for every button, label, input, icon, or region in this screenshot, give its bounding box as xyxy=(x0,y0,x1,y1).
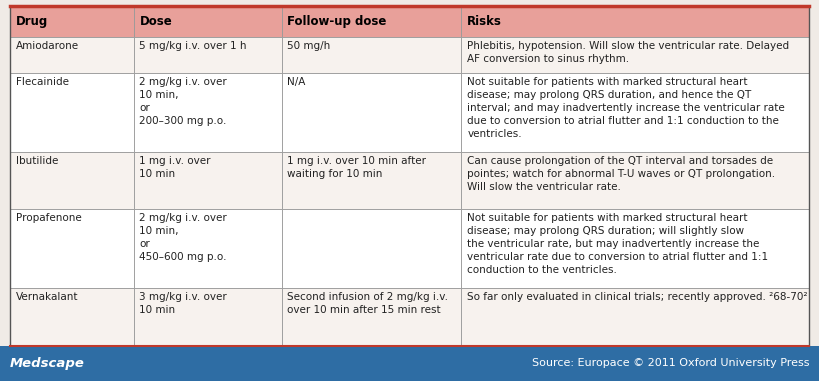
Bar xyxy=(10,209,133,288)
Bar xyxy=(282,74,461,152)
Text: 1 mg i.v. over 10 min after
waiting for 10 min: 1 mg i.v. over 10 min after waiting for … xyxy=(287,156,427,179)
Text: 3 mg/kg i.v. over
10 min: 3 mg/kg i.v. over 10 min xyxy=(139,292,227,315)
Text: Not suitable for patients with marked structural heart
disease; may prolong QRS : Not suitable for patients with marked st… xyxy=(467,77,785,139)
Bar xyxy=(461,209,809,288)
Bar xyxy=(133,37,282,74)
Text: 2 mg/kg i.v. over
10 min,
or
200–300 mg p.o.: 2 mg/kg i.v. over 10 min, or 200–300 mg … xyxy=(139,77,227,126)
Text: Follow-up dose: Follow-up dose xyxy=(287,15,387,28)
Bar xyxy=(282,209,461,288)
Bar xyxy=(133,209,282,288)
Text: Dose: Dose xyxy=(139,15,172,28)
Text: Can cause prolongation of the QT interval and torsades de
pointes; watch for abn: Can cause prolongation of the QT interva… xyxy=(467,156,776,192)
Bar xyxy=(282,288,461,346)
Text: Medscape: Medscape xyxy=(10,357,84,370)
Bar xyxy=(133,288,282,346)
Text: 5 mg/kg i.v. over 1 h: 5 mg/kg i.v. over 1 h xyxy=(139,41,247,51)
Bar xyxy=(10,288,133,346)
Bar xyxy=(10,6,809,346)
Text: Risks: Risks xyxy=(467,15,502,28)
Text: Ibutilide: Ibutilide xyxy=(16,156,58,166)
Bar xyxy=(10,6,133,37)
Bar xyxy=(461,6,809,37)
Bar xyxy=(10,152,133,209)
Text: Propafenone: Propafenone xyxy=(16,213,81,223)
Bar xyxy=(10,37,133,74)
Bar xyxy=(282,152,461,209)
Bar xyxy=(282,6,461,37)
Bar xyxy=(461,37,809,74)
Bar xyxy=(0,346,819,381)
Bar xyxy=(133,152,282,209)
Bar xyxy=(133,6,282,37)
Text: Source: Europace © 2011 Oxford University Press: Source: Europace © 2011 Oxford Universit… xyxy=(532,358,809,368)
Text: 1 mg i.v. over
10 min: 1 mg i.v. over 10 min xyxy=(139,156,211,179)
Text: Vernakalant: Vernakalant xyxy=(16,292,78,302)
Text: Phlebitis, hypotension. Will slow the ventricular rate. Delayed
AF conversion to: Phlebitis, hypotension. Will slow the ve… xyxy=(467,41,790,64)
Bar xyxy=(10,74,133,152)
Text: Amiodarone: Amiodarone xyxy=(16,41,79,51)
Text: So far only evaluated in clinical trials; recently approved. ²68-70²: So far only evaluated in clinical trials… xyxy=(467,292,808,302)
Bar xyxy=(461,152,809,209)
Text: Flecainide: Flecainide xyxy=(16,77,69,87)
Text: Drug: Drug xyxy=(16,15,48,28)
Bar xyxy=(282,37,461,74)
Text: Second infusion of 2 mg/kg i.v.
over 10 min after 15 min rest: Second infusion of 2 mg/kg i.v. over 10 … xyxy=(287,292,448,315)
Bar xyxy=(133,74,282,152)
Text: 2 mg/kg i.v. over
10 min,
or
450–600 mg p.o.: 2 mg/kg i.v. over 10 min, or 450–600 mg … xyxy=(139,213,227,262)
Bar xyxy=(461,74,809,152)
Text: 50 mg/h: 50 mg/h xyxy=(287,41,331,51)
Bar xyxy=(461,288,809,346)
Text: Not suitable for patients with marked structural heart
disease; may prolong QRS : Not suitable for patients with marked st… xyxy=(467,213,768,275)
Text: N/A: N/A xyxy=(287,77,305,87)
